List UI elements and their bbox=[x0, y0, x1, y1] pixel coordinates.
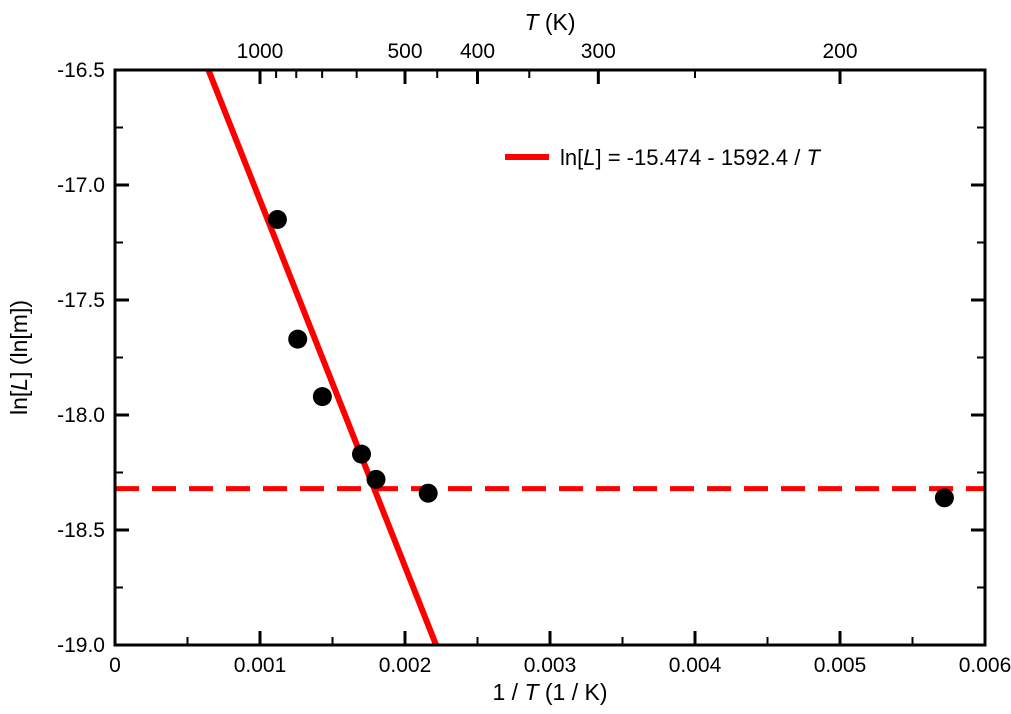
fit-line bbox=[205, 68, 439, 647]
top-axis-tick-label: 300 bbox=[581, 40, 616, 63]
data-point bbox=[312, 387, 332, 407]
y-axis-tick-label: -18.0 bbox=[57, 404, 105, 427]
x-axis-title: 1 / T (1 / K) bbox=[492, 679, 607, 705]
x-axis-tick-label: 0.006 bbox=[959, 654, 1011, 677]
y-axis-tick-label: -17.5 bbox=[57, 289, 105, 312]
top-axis-tick-label: 500 bbox=[387, 40, 422, 63]
x-axis-tick-label: 0.002 bbox=[379, 654, 432, 677]
top-axis-tick-label: 400 bbox=[460, 40, 495, 63]
data-point bbox=[267, 210, 287, 229]
top-axis-tick-label: 200 bbox=[822, 40, 857, 63]
x-axis-tick-label: 0.005 bbox=[814, 654, 867, 677]
legend-equation-label: ln[L] = -15.474 - 1592.4 / T bbox=[560, 145, 821, 170]
top-axis-title: T (K) bbox=[524, 9, 575, 35]
y-axis-tick-label: -19.0 bbox=[57, 634, 105, 657]
x-axis-tick-label: 0.001 bbox=[234, 654, 287, 677]
data-point bbox=[352, 444, 371, 464]
x-axis-tick-label: 0.003 bbox=[524, 654, 577, 677]
x-axis-tick-label: 0 bbox=[109, 654, 121, 677]
y-axis-title: ln[L] (ln[m]) bbox=[6, 300, 32, 415]
data-point bbox=[934, 488, 954, 508]
data-point bbox=[288, 329, 308, 349]
data-point bbox=[418, 483, 438, 503]
x-axis-tick-label: 0.004 bbox=[669, 654, 722, 677]
y-axis-tick-label: -16.5 bbox=[57, 59, 105, 82]
data-point bbox=[366, 469, 386, 489]
y-axis-tick-label: -17.0 bbox=[57, 174, 105, 197]
top-axis-tick-label: 1000 bbox=[237, 40, 284, 63]
y-axis-tick-label: -18.5 bbox=[57, 519, 105, 542]
